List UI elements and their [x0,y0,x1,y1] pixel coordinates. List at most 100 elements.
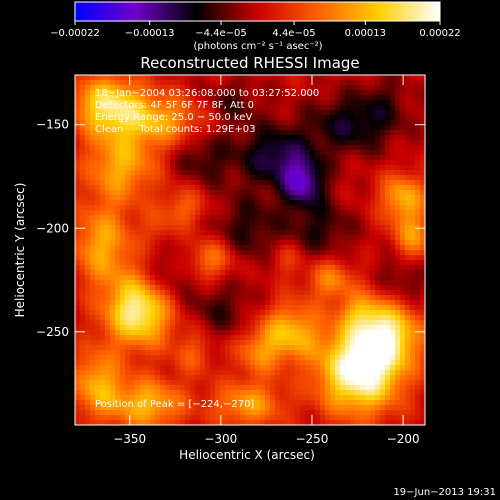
heatmap-cell [325,230,331,236]
heatmap-cell [365,340,371,346]
heatmap-cell [280,360,286,366]
heatmap-cell [140,410,146,416]
heatmap-cell [215,330,221,336]
heatmap-cell [290,215,296,221]
heatmap-cell [340,165,346,171]
heatmap-cell [145,255,151,261]
heatmap-cell [415,260,421,266]
heatmap-cell [75,250,81,256]
heatmap-cell [230,75,236,81]
heatmap-cell [330,285,336,291]
heatmap-cell [245,410,251,416]
heatmap-cell [170,315,176,321]
heatmap-cell [95,135,101,141]
heatmap-cell [370,165,376,171]
heatmap-cell [415,110,421,116]
heatmap-cell [115,340,121,346]
heatmap-cell [210,195,216,201]
heatmap-cell [345,205,351,211]
heatmap-cell [165,165,171,171]
heatmap-cell [275,360,281,366]
heatmap-cell [255,410,261,416]
heatmap-cell [355,175,361,181]
heatmap-cell [130,240,136,246]
heatmap-cell [115,200,121,206]
heatmap-cell [280,295,286,301]
heatmap-cell [170,145,176,151]
heatmap-cell [345,240,351,246]
heatmap-cell [150,185,156,191]
heatmap-cell [225,275,231,281]
heatmap-cell [170,195,176,201]
heatmap-cell [100,395,106,401]
heatmap-cell [250,390,256,396]
heatmap-cell [290,325,296,331]
heatmap-cell [160,340,166,346]
heatmap-cell [360,370,366,376]
heatmap-cell [225,210,231,216]
heatmap-cell [325,345,331,351]
heatmap-cell [130,195,136,201]
heatmap-cell [275,235,281,241]
heatmap-cell [410,375,416,381]
heatmap-cell [130,255,136,261]
heatmap-cell [295,360,301,366]
heatmap-cell [105,175,111,181]
heatmap-cell [195,130,201,136]
heatmap-cell [85,250,91,256]
heatmap-cell [340,105,346,111]
heatmap-cell [155,325,161,331]
heatmap-cell [130,300,136,306]
heatmap-cell [395,145,401,151]
heatmap-cell [145,420,151,426]
heatmap-cell [420,180,426,186]
heatmap-cell [285,260,291,266]
heatmap-cell [230,205,236,211]
heatmap-cell [255,155,261,161]
heatmap-cell [365,95,371,101]
heatmap-cell [260,300,266,306]
heatmap-cell [75,315,81,321]
heatmap-cell [275,410,281,416]
heatmap-cell [390,395,396,401]
heatmap-cell [85,95,91,101]
heatmap-cell [265,405,271,411]
heatmap-cell [390,270,396,276]
heatmap-cell [320,295,326,301]
heatmap-cell [275,220,281,226]
heatmap-cell [340,185,346,191]
heatmap-cell [320,150,326,156]
heatmap-cell [125,285,131,291]
heatmap-cell [335,155,341,161]
heatmap-cell [245,280,251,286]
heatmap-cell [110,315,116,321]
heatmap-cell [110,350,116,356]
heatmap-cell [90,415,96,421]
heatmap-cell [300,400,306,406]
heatmap-cell [260,345,266,351]
heatmap-cell [410,90,416,96]
heatmap-cell [365,320,371,326]
heatmap-cell [405,360,411,366]
heatmap-cell [310,85,316,91]
heatmap-cell [415,185,421,191]
heatmap-cell [230,155,236,161]
heatmap-cell [115,165,121,171]
heatmap-cell [100,335,106,341]
heatmap-cell [230,90,236,96]
heatmap-cell [345,350,351,356]
heatmap-cell [95,160,101,166]
heatmap-cell [310,185,316,191]
heatmap-cell [120,350,126,356]
heatmap-cell [415,285,421,291]
heatmap-cell [115,405,121,411]
heatmap-cell [205,310,211,316]
heatmap-cell [395,335,401,341]
heatmap-cell [305,145,311,151]
heatmap-cell [360,335,366,341]
heatmap-cell [380,385,386,391]
heatmap-cell [250,300,256,306]
heatmap-cell [275,120,281,126]
heatmap-cell [145,380,151,386]
heatmap-cell [115,395,121,401]
